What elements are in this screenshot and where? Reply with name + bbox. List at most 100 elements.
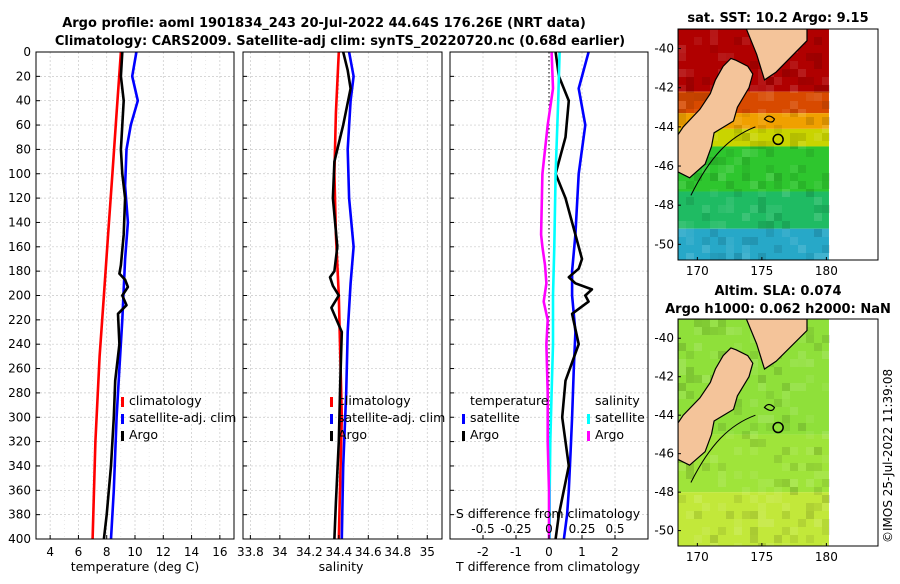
ytick-label: -50 (654, 524, 674, 538)
map-cell (750, 181, 758, 189)
map-cell (798, 383, 806, 391)
map-cell (814, 181, 822, 189)
map-cell (750, 447, 758, 455)
map-cell (750, 133, 758, 141)
map-cell (742, 173, 750, 181)
map-cell (798, 359, 806, 367)
xtick-label: 34.6 (355, 545, 382, 559)
map-cell (718, 173, 726, 181)
map-cell (774, 487, 782, 495)
ytick-label: 220 (8, 313, 31, 327)
map-cell (782, 543, 790, 546)
map-cell (718, 53, 726, 61)
ytick-label: -44 (654, 120, 674, 134)
map-cell (750, 367, 758, 375)
map-cell (822, 455, 830, 463)
xtick-label: 16 (212, 545, 227, 559)
map-cell (678, 53, 686, 61)
map-cell (766, 479, 774, 487)
xtick-label: 180 (815, 264, 838, 278)
map-cell (774, 125, 782, 133)
map-cell (798, 335, 806, 343)
ytick-label: -48 (654, 485, 674, 499)
map-cell (782, 383, 790, 391)
map-cell (734, 133, 742, 141)
xtick-label: 1 (578, 545, 586, 559)
map-cell (710, 221, 718, 229)
map-cell (734, 527, 742, 535)
legend-satellite-swatch (121, 414, 124, 424)
map-cell (726, 197, 734, 205)
map-cell (814, 253, 822, 260)
map-cell (710, 45, 718, 53)
shelf-contour (690, 414, 756, 483)
map-cell (686, 229, 694, 237)
map-cell (814, 343, 822, 351)
ytick-label: -48 (654, 198, 674, 212)
map-cell (726, 511, 734, 519)
map-cell (694, 511, 702, 519)
map-cell (742, 253, 750, 260)
ytick-label: 360 (8, 483, 31, 497)
legend-climatology-swatch (121, 397, 124, 407)
xtick-label: 175 (750, 550, 773, 564)
map-cell (766, 229, 774, 237)
map-cell (758, 125, 766, 133)
map-cell (766, 213, 774, 221)
map-cell (782, 463, 790, 471)
map-cell (766, 495, 774, 503)
difference-xlabel: T difference from climatology (455, 559, 641, 574)
map-cell (774, 205, 782, 213)
ytick-label: 20 (16, 69, 31, 83)
map-cell (686, 391, 694, 399)
map-cell (678, 359, 686, 367)
map-cell (678, 391, 686, 399)
map-cell (686, 93, 694, 101)
map-cell (726, 165, 734, 173)
map-cell (678, 45, 686, 53)
map-cell (790, 479, 798, 487)
map-cell (710, 189, 718, 197)
map-cell (774, 455, 782, 463)
map-cell (718, 463, 726, 471)
map-cell (742, 511, 750, 519)
legend-t-argo-label: Argo (470, 427, 499, 442)
map-cell (758, 109, 766, 117)
map-cell (678, 93, 686, 101)
map-cell (686, 221, 694, 229)
map-cell (790, 109, 798, 117)
map-cell (798, 109, 806, 117)
xtick-label: 10 (127, 545, 142, 559)
map-cell (782, 189, 790, 197)
ytick-label: -42 (654, 370, 674, 384)
map-cell (710, 157, 718, 165)
map-cell (822, 173, 830, 181)
map-cell (702, 527, 710, 535)
map-cell (678, 343, 686, 351)
sla-map-panel: Altim. SLA: 0.074 Argo h1000: 0.062 h200… (654, 284, 890, 564)
difference-panel: -2 -1 0 1 2 -0.5 -0.25 0 0.25 0.5 S difference f… (449, 51, 649, 574)
map-cell (814, 37, 822, 45)
map-cell (790, 237, 798, 245)
map-cell (734, 189, 742, 197)
map-cell (678, 101, 686, 109)
map-cell (798, 423, 806, 431)
sst-map-frame (677, 28, 879, 261)
map-cell (774, 535, 782, 543)
map-cell (790, 101, 798, 109)
map-cell (750, 535, 758, 543)
map-cell (814, 93, 822, 101)
map-cell (822, 383, 830, 391)
map-cell (710, 319, 718, 327)
map-cell (694, 495, 702, 503)
map-cell (774, 495, 782, 503)
map-cell (758, 205, 766, 213)
map-cell (798, 165, 806, 173)
map-cell (822, 351, 830, 359)
map-cell (678, 463, 686, 471)
shelf-contour (690, 126, 756, 196)
map-cell (790, 359, 798, 367)
map-cell (686, 375, 694, 383)
ytick-label: -46 (654, 159, 674, 173)
map-cell (718, 527, 726, 535)
